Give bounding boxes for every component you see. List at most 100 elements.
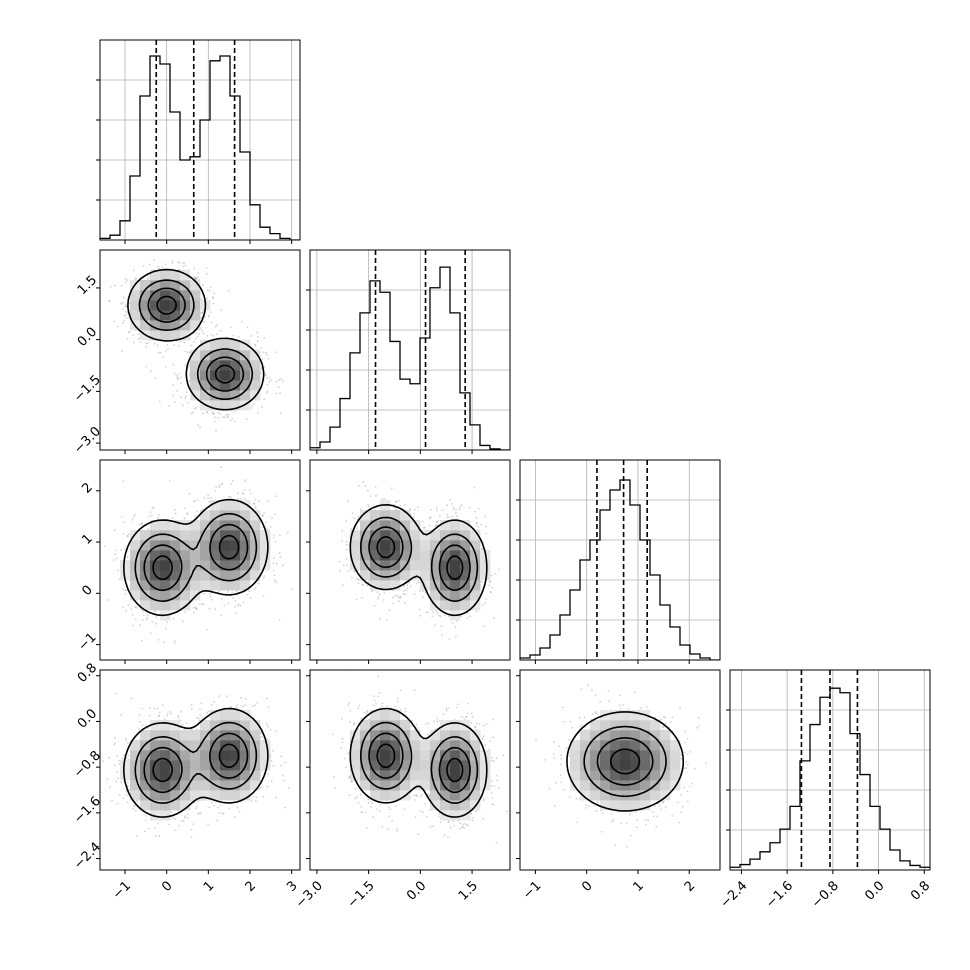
- scatter-point: [140, 639, 143, 642]
- scatter-point: [234, 600, 237, 602]
- scatter-point: [133, 513, 136, 516]
- density-cell: [260, 550, 271, 561]
- scatter-point: [342, 564, 345, 567]
- scatter-point: [263, 398, 266, 401]
- scatter-point: [266, 392, 269, 394]
- scatter-point: [406, 587, 409, 590]
- density-cell: [170, 560, 181, 571]
- scatter-point: [137, 338, 140, 341]
- scatter-point: [217, 411, 220, 414]
- scatter-point: [157, 265, 159, 268]
- scatter-point: [375, 494, 377, 497]
- scatter-point: [235, 612, 238, 614]
- density-cell: [170, 600, 181, 611]
- histogram-panel-0: [96, 39, 301, 241]
- density-cell: [160, 550, 171, 561]
- scatter-point: [134, 618, 137, 620]
- scatter-point: [395, 500, 398, 503]
- density-cell: [210, 510, 221, 521]
- density-cell: [190, 580, 201, 591]
- scatter-point: [278, 378, 281, 381]
- scatter-point: [208, 607, 211, 610]
- density-cell: [150, 320, 161, 331]
- density-cell: [160, 300, 171, 311]
- scatter-point: [451, 515, 454, 518]
- scatter-point: [183, 517, 186, 520]
- scatter-point: [244, 480, 247, 483]
- scatter-point: [254, 345, 257, 347]
- scatter-point: [124, 303, 127, 306]
- scatter-point: [212, 297, 215, 300]
- scatter-point: [254, 499, 257, 501]
- scatter-point: [210, 496, 212, 499]
- scatter-point: [409, 585, 412, 587]
- scatter-point: [168, 404, 171, 407]
- scatter-point: [230, 326, 232, 329]
- scatter-point: [382, 599, 385, 601]
- scatter-point: [186, 513, 189, 516]
- scatter-point: [218, 486, 221, 489]
- density-cell: [230, 500, 241, 511]
- scatter-point: [174, 640, 176, 643]
- scatter-point: [127, 604, 130, 606]
- scatter-point: [207, 315, 210, 318]
- scatter-point: [361, 583, 363, 586]
- scatter-point: [195, 337, 197, 340]
- scatter-point: [214, 416, 216, 419]
- density-cell: [190, 590, 201, 601]
- density-cell: [220, 540, 231, 551]
- density-cell: [190, 520, 201, 531]
- scatter-point: [291, 588, 293, 590]
- density-cell: [250, 360, 261, 371]
- density-cell: [220, 370, 231, 381]
- scatter-point: [357, 578, 360, 581]
- scatter-point: [257, 335, 259, 338]
- scatter-point: [218, 590, 220, 593]
- density-cell: [240, 340, 251, 351]
- scatter-point: [345, 520, 348, 523]
- scatter-point: [158, 400, 161, 403]
- density-cell: [230, 390, 241, 401]
- scatter-point: [216, 324, 218, 326]
- scatter-point: [250, 335, 253, 337]
- density-cell: [160, 290, 171, 301]
- scatter-point: [212, 302, 215, 305]
- scatter-point: [245, 418, 248, 421]
- density-cell: [140, 290, 151, 301]
- scatter-point: [263, 351, 265, 354]
- scatter-point: [350, 527, 353, 530]
- scatter-point: [146, 277, 149, 280]
- density-cell: [150, 600, 161, 611]
- scatter-point: [196, 510, 199, 513]
- scatter-panel-0-1: [99, 249, 301, 451]
- scatter-point: [172, 384, 175, 386]
- scatter-point: [180, 396, 182, 399]
- scatter-point: [162, 355, 164, 358]
- density-cell: [210, 400, 221, 411]
- scatter-point: [140, 524, 143, 526]
- scatter-point: [172, 617, 175, 620]
- scatter-point: [432, 611, 435, 614]
- contour-level: [152, 534, 240, 581]
- scatter-point: [151, 506, 154, 509]
- panel-frame: [309, 249, 511, 451]
- scatter-point: [229, 496, 232, 498]
- scatter-point: [265, 353, 268, 356]
- scatter-point: [192, 341, 195, 343]
- scatter-point: [356, 518, 358, 520]
- density-cell: [180, 600, 191, 611]
- scatter-point: [138, 333, 140, 335]
- scatter-point: [243, 489, 246, 491]
- density-cell: [240, 360, 251, 371]
- density-cell: [170, 590, 181, 601]
- scatter-point: [428, 517, 431, 520]
- scatter-point: [226, 415, 229, 418]
- scatter-point: [197, 271, 200, 274]
- density-cell: [230, 360, 241, 371]
- scatter-point: [118, 578, 121, 581]
- density-cell: [140, 540, 151, 551]
- scatter-point: [155, 622, 157, 625]
- scatter-point: [261, 514, 264, 517]
- density-cell: [190, 530, 201, 541]
- scatter-point: [240, 498, 242, 500]
